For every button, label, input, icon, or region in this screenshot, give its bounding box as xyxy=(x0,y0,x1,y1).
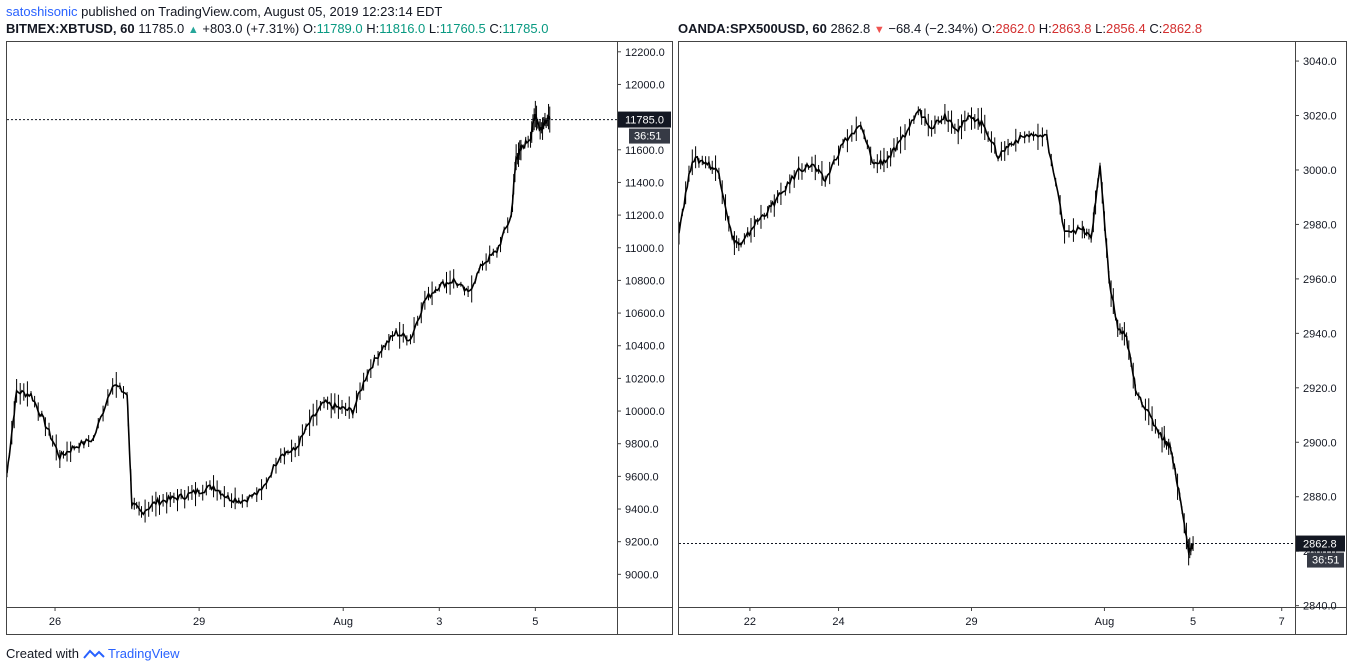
y-tick-label: 11600.0 xyxy=(625,145,664,157)
x-tick-label: Aug xyxy=(1095,616,1115,628)
right-close-label: C: xyxy=(1149,21,1163,36)
y-tick-label: 10800.0 xyxy=(625,275,665,287)
x-tick-label: 7 xyxy=(1279,616,1285,628)
xbtusd-chart[interactable]: 12200.012000.011800.011600.011400.011200… xyxy=(7,42,672,634)
publisher-link[interactable]: satoshisonic xyxy=(6,4,78,19)
countdown-text: 36:51 xyxy=(634,131,662,143)
y-tick-label: 2940.0 xyxy=(1303,328,1337,340)
y-tick-label: 10600.0 xyxy=(625,308,665,320)
right-last-price: 2862.8 xyxy=(830,21,871,36)
up-arrow-icon: ▲ xyxy=(187,24,199,36)
y-tick-label: 2960.0 xyxy=(1303,274,1337,286)
right-high-label: H: xyxy=(1038,21,1052,36)
created-with-text: Created with xyxy=(6,646,79,661)
y-tick-label: 9800.0 xyxy=(625,439,659,451)
left-low: 11760.5 xyxy=(439,21,486,36)
y-tick-label: 2920.0 xyxy=(1303,383,1337,395)
publish-info: satoshisonic published on TradingView.co… xyxy=(6,4,442,19)
left-last-price: 11785.0 xyxy=(138,21,185,36)
price-label-box xyxy=(618,111,671,128)
y-tick-label: 9600.0 xyxy=(625,471,659,483)
y-tick-label: 2880.0 xyxy=(1303,492,1337,504)
tradingview-logo-icon xyxy=(82,649,105,659)
y-tick-label: 12000.0 xyxy=(625,79,665,91)
right-open-label: O: xyxy=(981,21,996,36)
left-low-label: L: xyxy=(428,21,440,36)
left-open-label: O: xyxy=(302,21,317,36)
y-tick-label: 10200.0 xyxy=(625,373,665,385)
x-tick-label: 29 xyxy=(193,616,205,628)
x-tick-label: 26 xyxy=(49,616,61,628)
x-tick-label: 24 xyxy=(832,616,844,628)
left-legend: BITMEX:XBTUSD, 60 11785.0 ▲ +803.0 (+7.3… xyxy=(6,21,548,36)
price-label-text: 11785.0 xyxy=(625,115,664,127)
y-tick-label: 11000.0 xyxy=(625,243,664,255)
countdown-box xyxy=(1307,552,1344,568)
left-high-label: H: xyxy=(366,21,380,36)
left-close: 11785.0 xyxy=(502,21,549,36)
left-high: 11816.0 xyxy=(379,21,426,36)
right-low-label: L: xyxy=(1095,21,1106,36)
price-line xyxy=(7,113,551,516)
y-tick-label: 2900.0 xyxy=(1303,437,1337,449)
x-tick-label: 5 xyxy=(532,616,538,628)
price-series xyxy=(7,100,551,523)
countdown-text: 36:51 xyxy=(1312,555,1340,567)
left-open: 11789.0 xyxy=(316,21,363,36)
x-tick-label: 3 xyxy=(436,616,442,628)
y-tick-label: 2840.0 xyxy=(1303,601,1337,613)
right-open: 2862.0 xyxy=(995,21,1036,36)
y-tick-label: 11200.0 xyxy=(625,210,664,222)
right-symbol[interactable]: OANDA:SPX500USD, 60 xyxy=(678,21,827,36)
published-text: published on TradingView.com, August 05,… xyxy=(81,4,443,19)
y-tick-label: 3000.0 xyxy=(1303,165,1337,177)
price-label-text: 2862.8 xyxy=(1303,539,1337,551)
y-tick-label: 12200.0 xyxy=(625,47,665,59)
down-arrow-icon: ▼ xyxy=(873,24,885,36)
right-high: 2863.8 xyxy=(1051,21,1092,36)
spx500-chart[interactable]: 3040.0 3020.0 3000.0 2980.0 2960.0 2940.0 2920… xyxy=(679,42,1346,634)
y-tick-label: 9200.0 xyxy=(625,537,659,549)
right-legend: OANDA:SPX500USD, 60 2862.8 ▼ −68.4 (−2.3… xyxy=(678,21,1202,36)
x-tick-label: 5 xyxy=(1190,616,1196,628)
y-tick-label: 10000.0 xyxy=(625,406,665,418)
y-tick-label: 3040.0 xyxy=(1303,56,1337,68)
left-symbol[interactable]: BITMEX:XBTUSD, 60 xyxy=(6,21,135,36)
y-tick-label: 9000.0 xyxy=(625,569,659,581)
right-chart-panel[interactable]: 3040.0 3020.0 3000.0 2980.0 2960.0 2940.0 2920… xyxy=(678,41,1347,635)
right-low: 2856.4 xyxy=(1105,21,1146,36)
x-tick-label: 29 xyxy=(965,616,977,628)
price-line xyxy=(679,108,1194,556)
x-tick-label: 22 xyxy=(744,616,756,628)
countdown-box xyxy=(629,128,670,144)
footer: Created with TradingView xyxy=(6,646,180,661)
y-tick-label: 10400.0 xyxy=(625,341,665,353)
left-close-label: C: xyxy=(489,21,503,36)
right-change: −68.4 (−2.34%) xyxy=(888,21,978,36)
right-close: 2862.8 xyxy=(1162,21,1203,36)
x-tick-label: Aug xyxy=(333,616,353,628)
left-change: +803.0 (+7.31%) xyxy=(202,21,300,36)
left-chart-panel[interactable]: 12200.012000.011800.011600.011400.011200… xyxy=(6,41,673,635)
y-tick-label: 11400.0 xyxy=(625,177,664,189)
y-tick-label: 2980.0 xyxy=(1303,219,1337,231)
y-tick-label: 9400.0 xyxy=(625,504,659,516)
price-label-box xyxy=(1296,535,1345,552)
price-series xyxy=(679,104,1194,566)
y-tick-label: 3020.0 xyxy=(1303,111,1337,123)
tradingview-link[interactable]: TradingView xyxy=(108,646,180,661)
